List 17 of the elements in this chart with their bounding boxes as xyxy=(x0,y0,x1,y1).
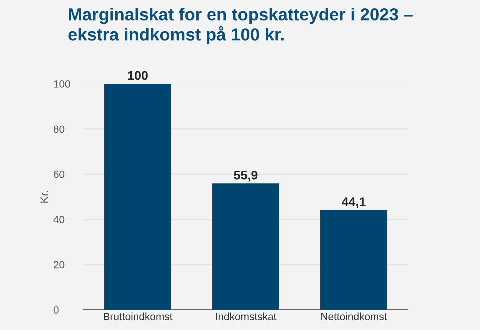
x-tick-label: Indkomstskat xyxy=(216,312,277,320)
y-tick-label: 20 xyxy=(54,261,65,269)
x-tick-label: Bruttoindkomst xyxy=(104,312,173,320)
y-tick-label: 100 xyxy=(54,80,70,88)
data-label: 44,1 xyxy=(342,198,366,208)
y-axis-title: Kr. xyxy=(40,191,48,203)
bar xyxy=(212,184,280,310)
y-tick-label: 80 xyxy=(54,126,65,134)
bar xyxy=(320,210,388,310)
y-tick-label: 40 xyxy=(54,216,65,224)
bar xyxy=(104,84,172,310)
chart-title: Marginalskat for en topskatteyder i 2023 – ekstra indkomst på 100 kr. xyxy=(68,8,413,44)
x-tick-label: Nettoindkomst xyxy=(322,312,388,320)
data-label: 100 xyxy=(128,71,148,80)
y-tick-label: 0 xyxy=(54,306,59,314)
y-tick-label: 60 xyxy=(54,170,65,178)
data-label: 55,9 xyxy=(234,170,258,182)
